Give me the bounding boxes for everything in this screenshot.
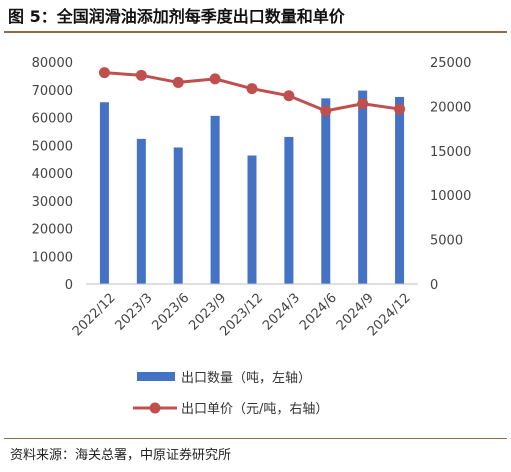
bar [284, 136, 294, 284]
left-axis-tick-label: 10000 [32, 250, 73, 265]
line-point [320, 105, 332, 117]
left-axis-tick-label: 80000 [32, 56, 73, 71]
line-point [172, 76, 184, 88]
right-axis-tick-label: 5000 [430, 234, 463, 249]
bar [247, 155, 257, 284]
line-point [394, 103, 406, 115]
left-axis-tick-label: 70000 [32, 84, 73, 99]
right-axis-tick-label: 20000 [430, 100, 471, 115]
line-point [209, 73, 221, 85]
bar [136, 138, 146, 284]
left-axis-tick-label: 40000 [32, 167, 73, 182]
bar [210, 115, 220, 285]
line-point [283, 90, 295, 102]
chart: 0100002000030000400005000060000700008000… [32, 56, 472, 417]
x-axis-tick-label: 2023/3 [113, 291, 156, 334]
bar [173, 147, 183, 284]
bar-series [99, 90, 405, 285]
source-note: 资料来源：海关总署，中原证券研究所 [10, 448, 232, 463]
x-axis-ticks: 2022/122023/32023/62023/92023/122024/320… [70, 291, 414, 340]
figure-title: 图 5：全国润滑油添加剂每季度出口数量和单价 [8, 7, 345, 26]
line-point [98, 67, 110, 79]
line-point [135, 69, 147, 81]
bar [321, 98, 331, 284]
left-axis-tick-label: 60000 [32, 112, 73, 127]
left-axis-tick-label: 20000 [32, 223, 73, 238]
legend-bar-label: 出口数量（吨，左轴） [181, 371, 311, 386]
bar [99, 102, 109, 284]
line-point [357, 98, 369, 110]
x-axis-tick-label: 2022/12 [70, 291, 119, 340]
line-point [246, 83, 258, 95]
x-axis-tick-label: 2024/3 [260, 291, 303, 334]
legend: 出口数量（吨，左轴） 出口单价（元/吨，右轴） [133, 371, 328, 417]
left-axis-tick-label: 0 [65, 278, 73, 293]
legend-line-marker [149, 402, 161, 414]
bottom-rule [4, 438, 507, 439]
right-axis-tick-label: 25000 [430, 56, 471, 71]
legend-bar-swatch [137, 372, 175, 381]
right-axis-tick-label: 10000 [430, 189, 471, 204]
bar [395, 96, 405, 284]
x-axis-tick-label: 2024/6 [297, 291, 340, 334]
right-axis-tick-label: 0 [430, 278, 438, 293]
right-axis-ticks: 0 5000 10000 15000 20000 25000 [430, 56, 471, 293]
line-series [98, 67, 406, 117]
left-axis-tick-label: 50000 [32, 139, 73, 154]
x-axis-tick-label: 2023/6 [149, 291, 192, 334]
right-axis-tick-label: 15000 [430, 145, 471, 160]
bar [358, 90, 368, 285]
legend-line-label: 出口单价（元/吨，右轴） [181, 402, 328, 417]
top-rule [4, 31, 507, 33]
left-axis-ticks: 0 10000 20000 30000 40000 50000 60000 70000 8000… [32, 56, 73, 293]
left-axis-tick-label: 30000 [32, 195, 73, 210]
